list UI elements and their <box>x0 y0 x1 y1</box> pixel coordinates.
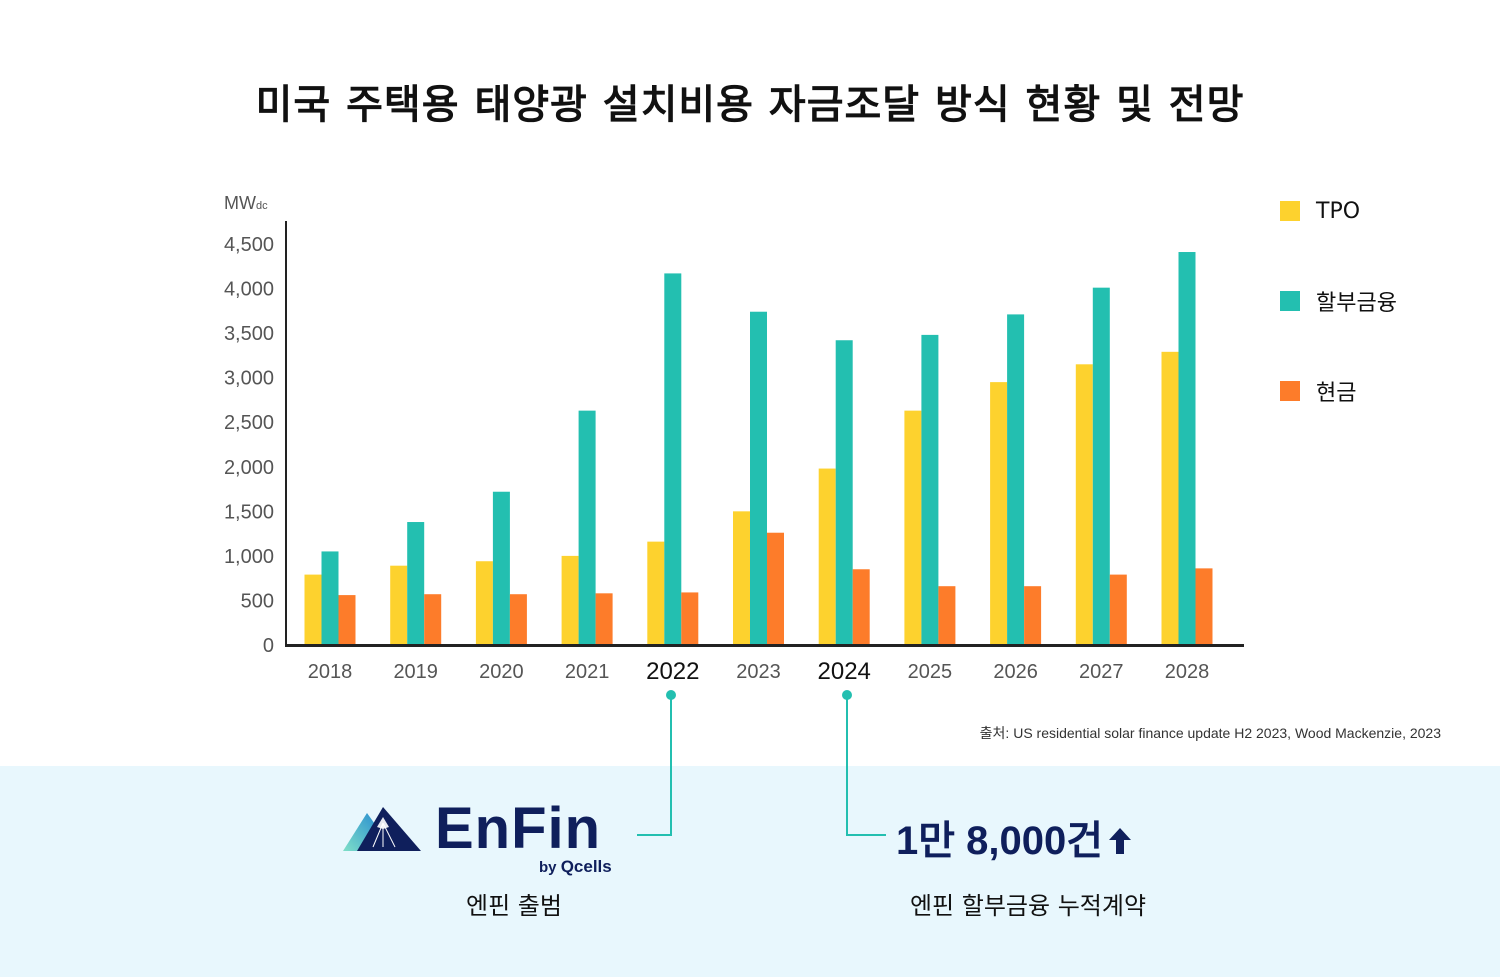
y-tick-label: 2,000 <box>224 457 274 479</box>
y-tick-label: 500 <box>241 590 274 612</box>
legend-item-installment: 할부금융 <box>1280 286 1397 316</box>
bar-tpo-2025 <box>904 410 922 645</box>
bar-installment-2028 <box>1178 252 1196 645</box>
y-axis-unit: MWdc <box>224 193 268 213</box>
bar-installment-2019 <box>407 522 425 645</box>
bar-cash-2021 <box>595 593 613 645</box>
enfin-wordmark: EnFin <box>435 796 602 861</box>
legend-label-cash: 현금 <box>1316 381 1357 406</box>
enfin-launch-caption: 엔핀 출범 <box>466 892 562 920</box>
chart-title: 미국 주택용 태양광 설치비용 자금조달 방식 현황 및 전망 <box>255 82 1245 128</box>
legend-swatch-installment <box>1280 291 1300 311</box>
bar-cash-2027 <box>1109 574 1127 645</box>
bar-cash-2019 <box>424 594 442 645</box>
x-tick-label: 2028 <box>1165 661 1210 683</box>
bottom-panel <box>0 766 1500 977</box>
cumulative-contract-caption: 엔핀 할부금융 누적계약 <box>909 892 1147 920</box>
x-axis-ticks: 2018 2019 2020 2021 2022 2023 2024 2025 2026 2027… <box>308 658 1210 685</box>
x-tick-label: 2021 <box>565 661 610 683</box>
x-tick-label: 2019 <box>393 661 438 683</box>
x-tick-label: 2024 <box>818 658 871 685</box>
connector-2022 <box>637 690 676 836</box>
legend-swatch-cash <box>1280 381 1300 401</box>
bar-cash-2023 <box>767 532 784 645</box>
y-tick-label: 1,000 <box>224 546 274 568</box>
y-axis-ticks: 0 500 1,000 1,500 2,000 2,500 3,000 3,500 4,000 4… <box>224 234 274 657</box>
contract-count: 1만 8,000건 <box>896 808 1133 866</box>
y-tick-label: 4,000 <box>224 279 274 301</box>
contract-count-value: 1만 8,000건 <box>896 819 1104 863</box>
bar-tpo-2026 <box>990 382 1008 645</box>
x-tick-label: 2025 <box>908 661 953 683</box>
y-tick-label: 3,500 <box>224 323 274 345</box>
y-tick-label: 0 <box>263 635 274 657</box>
x-tick-label: 2020 <box>479 661 524 683</box>
bar-tpo-2022 <box>647 541 665 645</box>
x-tick-label: 2026 <box>993 661 1038 683</box>
bar-installment-2027 <box>1092 287 1110 645</box>
bar-installment-2018 <box>321 551 339 645</box>
bar-installment-2024 <box>835 340 853 645</box>
logo-subtitle: by Qcells <box>539 857 612 876</box>
bar-tpo-2028 <box>1161 351 1179 645</box>
bar-cash-2028 <box>1195 568 1213 645</box>
bar-tpo-2027 <box>1075 364 1093 645</box>
enfin-logo: EnFin by Qcells <box>343 796 633 879</box>
x-tick-label: 2022 <box>646 658 699 685</box>
bar-tpo-2021 <box>561 555 579 645</box>
x-tick-label: 2018 <box>308 661 353 683</box>
y-tick-label: 2,500 <box>224 412 274 434</box>
bars-group <box>304 252 1213 645</box>
up-arrow-icon <box>1109 828 1132 854</box>
bar-tpo-2023 <box>733 511 750 645</box>
bar-installment-2021 <box>578 410 596 645</box>
y-tick-label: 1,500 <box>224 501 274 523</box>
y-tick-label: 4,500 <box>224 234 274 256</box>
legend-label-tpo: TPO <box>1316 198 1361 224</box>
bar-tpo-2019 <box>390 565 408 645</box>
connector-2024 <box>842 690 886 836</box>
bar-installment-2022 <box>664 273 682 645</box>
bar-installment-2025 <box>921 334 939 645</box>
bar-cash-2026 <box>1024 586 1042 645</box>
source-note: 출처: US residential solar finance update … <box>979 725 1441 741</box>
bar-installment-2023 <box>750 311 767 645</box>
x-tick-label: 2027 <box>1079 661 1124 683</box>
bar-tpo-2020 <box>475 561 493 645</box>
legend-label-installment: 할부금융 <box>1316 291 1397 316</box>
bar-chart: MWdc 0 500 1,000 1,500 2,000 2,500 3,000 3,500 4… <box>224 193 1244 685</box>
bar-cash-2024 <box>852 569 870 645</box>
bar-tpo-2024 <box>818 468 836 645</box>
bar-installment-2026 <box>1007 314 1025 645</box>
bar-cash-2020 <box>509 594 527 645</box>
x-tick-label: 2023 <box>736 661 781 683</box>
bar-tpo-2018 <box>304 574 322 645</box>
legend-item-cash: 현금 <box>1280 376 1356 406</box>
enfin-mountain-icon <box>343 807 421 851</box>
bar-cash-2022 <box>681 592 699 645</box>
legend-item-tpo: TPO <box>1280 196 1360 226</box>
bar-installment-2020 <box>492 491 510 645</box>
bar-cash-2025 <box>938 586 956 645</box>
bar-cash-2018 <box>338 595 356 645</box>
legend-swatch-tpo <box>1280 201 1300 221</box>
y-tick-label: 3,000 <box>224 368 274 390</box>
